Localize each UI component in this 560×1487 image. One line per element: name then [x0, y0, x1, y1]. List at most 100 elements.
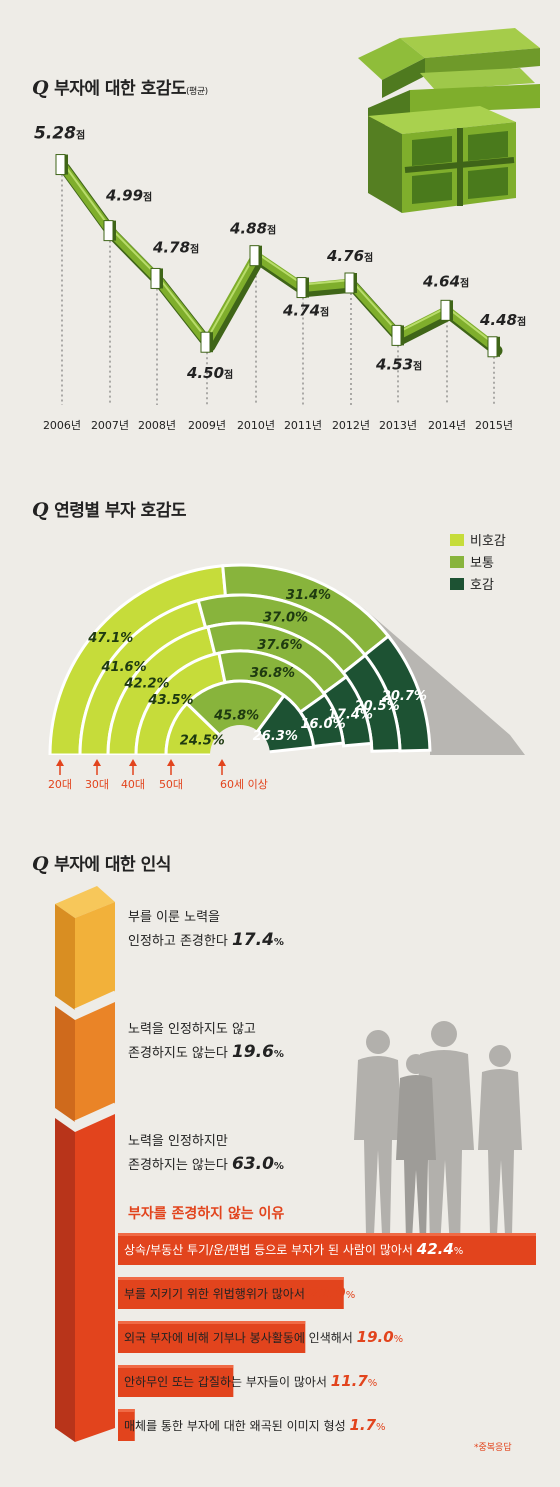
- reason-bar-highlight: [118, 1409, 135, 1412]
- segment-value-label: 26.3%: [253, 729, 298, 744]
- age-label: 50대: [159, 778, 183, 791]
- legend-label: 보통: [470, 556, 494, 571]
- perception-item-line2: 존경하지도 않는다 19.6%: [128, 1042, 284, 1062]
- percent-unit: %: [273, 1161, 284, 1172]
- value-label: 4.64점: [422, 272, 469, 290]
- age-arrow-icon: [218, 759, 226, 766]
- legend-swatch: [450, 556, 464, 568]
- data-point-face: [391, 324, 402, 346]
- column-segment-acknowledge-front: [55, 1118, 75, 1442]
- data-point: [103, 220, 116, 242]
- perception-value: 17.4: [231, 930, 274, 950]
- percent-unit: %: [273, 937, 284, 948]
- x-tick-label: 2009년: [188, 419, 226, 432]
- reason-bar-highlight: [118, 1321, 306, 1324]
- perception-item-line1: 노력을 인정하지도 않고: [128, 1022, 256, 1037]
- perception-stacked-column: [55, 886, 116, 1442]
- value-label: 4.88점: [229, 220, 276, 238]
- value-label: 4.48점: [479, 311, 526, 329]
- perception-item-line2: 존경하지는 않는다 63.0%: [128, 1154, 284, 1174]
- reason-label: 외국 부자에 비해 기부나 봉사활동에 인색해서 19.0%: [124, 1328, 403, 1346]
- reason-label: 부를 지키기 위한 위법행위가 많아서 22.9%: [124, 1284, 355, 1302]
- wealth-character-illustration: [358, 28, 540, 213]
- x-tick-label: 2014년: [428, 419, 466, 432]
- age-label: 20대: [48, 778, 72, 791]
- series-line: [57, 160, 499, 352]
- reasons-title: 부자를 존경하지 않는 이유: [128, 1206, 285, 1222]
- segment-value-label: 20.7%: [382, 689, 427, 704]
- reason-bar: [118, 1321, 306, 1353]
- x-tick-label: 2008년: [138, 419, 176, 432]
- legend-label: 호감: [470, 578, 494, 593]
- reason-bar-highlight: [118, 1277, 344, 1280]
- data-point: [344, 272, 357, 294]
- legend-swatch: [450, 534, 464, 546]
- age-arrow-icon: [56, 759, 64, 766]
- value-label: 4.74점: [282, 302, 329, 320]
- value-label: 4.53점: [375, 355, 422, 373]
- age-arrow-icon: [167, 759, 175, 766]
- value-label: 5.28점: [34, 124, 85, 144]
- reason-bar: [118, 1409, 135, 1441]
- x-tick-label: 2015년: [475, 419, 513, 432]
- line-highlight: [61, 160, 495, 345]
- segment-value-label: 36.8%: [250, 666, 295, 681]
- reason-label: 매체를 통한 부자에 대한 왜곡된 이미지 형성 1.7%: [124, 1416, 386, 1434]
- favorability-line-chart: 5.28점 4.99점 4.78점 4.50점 4.88점 4.74점 4.76점 4.53점…: [34, 124, 526, 432]
- column-segment-neither-side: [75, 1002, 115, 1122]
- column-segment-acknowledge-side: [75, 1114, 115, 1442]
- data-point-face: [440, 299, 451, 321]
- data-point-face: [55, 154, 66, 176]
- perception-item-respect: 부를 이룬 노력을 인정하고 존경한다 17.4%: [128, 907, 284, 954]
- perception-item-acknowledge: 노력을 인정하지만 존경하지는 않는다 63.0%: [128, 1131, 284, 1178]
- age-label: 60세 이상: [220, 778, 268, 791]
- x-tick-label: 2011년: [284, 419, 322, 432]
- perception-value: 63.0: [231, 1154, 274, 1174]
- reasons-bar-chart: 상속/부동산 투기/운/편법 등으로 부자가 된 사람이 많아서 42.4% 부를…: [118, 1233, 536, 1441]
- x-tick-label: 2006년: [43, 419, 81, 432]
- data-point: [150, 267, 163, 289]
- age-label: 30대: [85, 778, 109, 791]
- segment-value-label: 17.4%: [328, 707, 373, 722]
- age-label: 40대: [121, 778, 145, 791]
- segment-value-label: 42.2%: [123, 676, 169, 691]
- ring-segment: [184, 679, 287, 758]
- line-chart-title: Q 부자에 대한 호감도(평균): [32, 74, 208, 99]
- legend-swatch: [450, 578, 464, 590]
- data-point-face: [344, 272, 355, 294]
- value-label: 4.78점: [152, 238, 199, 256]
- segment-value-label: 24.5%: [180, 734, 225, 749]
- segment-value-label: 45.8%: [213, 708, 259, 723]
- column-segment-respect-front: [55, 904, 75, 1010]
- x-tick-label: 2013년: [379, 419, 417, 432]
- data-point: [487, 336, 500, 358]
- perception-title-text: 부자에 대한 인식: [54, 855, 171, 875]
- q-marker: Q: [32, 77, 49, 99]
- segment-value-label: 16.0%: [301, 717, 346, 732]
- reason-label: 상속/부동산 투기/운/편법 등으로 부자가 된 사람이 많아서 42.4%: [124, 1240, 463, 1258]
- segment-value-label: 37.0%: [263, 610, 308, 625]
- perception-item-line1: 부를 이룬 노력을: [128, 910, 220, 925]
- age-arrow-icon: [129, 759, 137, 766]
- segment-value-label: 43.5%: [147, 693, 193, 708]
- data-point: [440, 299, 453, 321]
- perception-item-line1: 노력을 인정하지만: [128, 1134, 228, 1149]
- age-chart-title: Q 연령별 부자 호감도: [32, 496, 187, 521]
- multiple-response-note: *중복응답: [474, 1443, 512, 1453]
- data-point-face: [296, 277, 307, 299]
- chart-shadow: [360, 605, 525, 755]
- line-chart-title-text: 부자에 대한 호감도: [54, 79, 187, 99]
- age-chart-title-text: 연령별 부자 호감도: [54, 501, 187, 521]
- reason-bar: [118, 1233, 536, 1265]
- perception-item-line2: 인정하고 존경한다 17.4%: [128, 930, 284, 950]
- q-marker: Q: [32, 853, 49, 875]
- segment-value-label: 47.1%: [87, 631, 133, 646]
- reason-label: 안하무인 또는 갑질하는 부자들이 많아서 11.7%: [124, 1372, 377, 1390]
- data-point-face: [487, 336, 498, 358]
- x-tick-label: 2012년: [332, 419, 370, 432]
- segment-value-label: 20.5%: [355, 699, 400, 714]
- column-top-face: [55, 886, 115, 918]
- reason-bar: [118, 1277, 344, 1309]
- perception-value: 19.6: [231, 1042, 274, 1062]
- value-label: 4.99점: [105, 187, 152, 205]
